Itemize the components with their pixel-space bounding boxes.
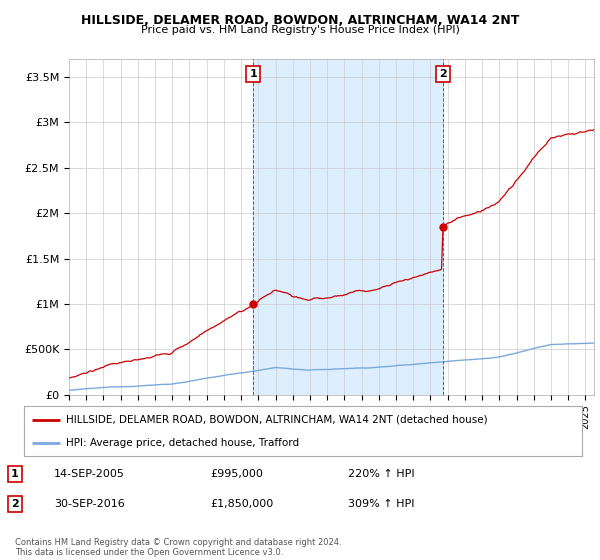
Text: 1: 1: [11, 469, 19, 479]
Text: Contains HM Land Registry data © Crown copyright and database right 2024.
This d: Contains HM Land Registry data © Crown c…: [15, 538, 341, 557]
Text: HILLSIDE, DELAMER ROAD, BOWDON, ALTRINCHAM, WA14 2NT: HILLSIDE, DELAMER ROAD, BOWDON, ALTRINCH…: [81, 14, 519, 27]
Bar: [253, 59, 443, 395]
Text: 30-SEP-2016: 30-SEP-2016: [54, 500, 125, 509]
Text: HILLSIDE, DELAMER ROAD, BOWDON, ALTRINCHAM, WA14 2NT (detached house): HILLSIDE, DELAMER ROAD, BOWDON, ALTRINCH…: [66, 414, 487, 424]
Text: 309% ↑ HPI: 309% ↑ HPI: [348, 500, 415, 509]
Text: £1,850,000: £1,850,000: [210, 500, 273, 509]
Text: £995,000: £995,000: [210, 469, 263, 479]
Text: 220% ↑ HPI: 220% ↑ HPI: [348, 469, 415, 479]
Text: 2: 2: [11, 500, 19, 509]
Text: 2: 2: [440, 69, 447, 79]
Text: 14-SEP-2005: 14-SEP-2005: [54, 469, 125, 479]
Text: Price paid vs. HM Land Registry's House Price Index (HPI): Price paid vs. HM Land Registry's House …: [140, 25, 460, 35]
Text: HPI: Average price, detached house, Trafford: HPI: Average price, detached house, Traf…: [66, 438, 299, 448]
Text: 1: 1: [250, 69, 257, 79]
